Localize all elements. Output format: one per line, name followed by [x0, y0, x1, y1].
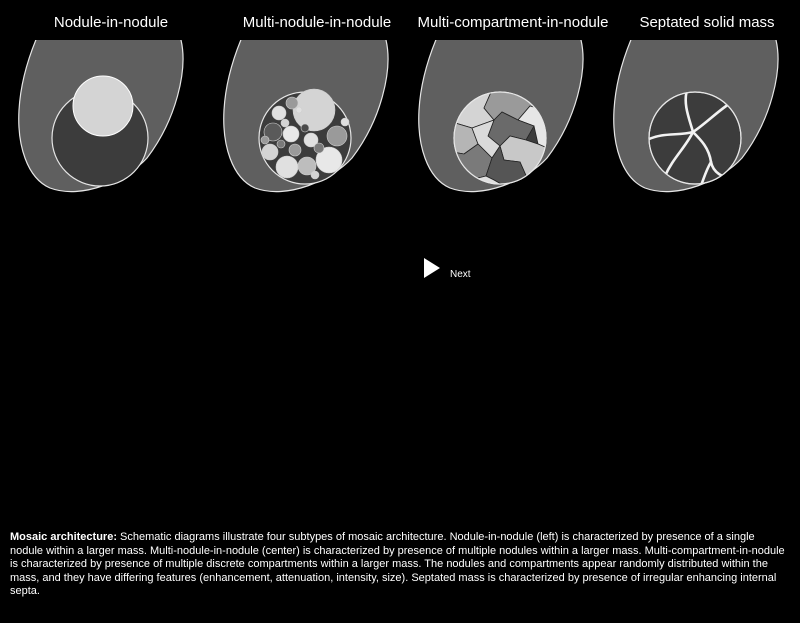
- mosaic-architecture-diagram: [18, 40, 792, 193]
- panel-title-multi-compartment-in-nodule: Multi-compartment-in-nodule: [417, 14, 609, 31]
- multi-compartment-in-nodule-diagram: [418, 40, 597, 193]
- nodule-in-nodule-diagram: [18, 40, 197, 193]
- panel-title-nodule-in-nodule: Nodule-in-nodule: [53, 14, 169, 31]
- figure-caption: Mosaic architecture: Schematic diagrams …: [10, 531, 790, 599]
- next-label[interactable]: Next: [450, 268, 471, 280]
- caption-text: Schematic diagrams illustrate four subty…: [10, 531, 785, 598]
- multi-nodule-in-nodule-diagram: [223, 40, 402, 193]
- panel-title-multi-nodule-in-nodule: Multi-nodule-in-nodule: [242, 14, 392, 31]
- caption-heading: Mosaic architecture:: [10, 531, 117, 543]
- multiple-nodules: [260, 88, 350, 180]
- panel-title-septated-solid-mass: Septated solid mass: [639, 14, 775, 31]
- next-button[interactable]: Next: [424, 256, 471, 280]
- inner-nodule: [72, 75, 134, 137]
- play-icon[interactable]: [424, 258, 440, 278]
- septated-solid-mass-diagram: [613, 40, 792, 193]
